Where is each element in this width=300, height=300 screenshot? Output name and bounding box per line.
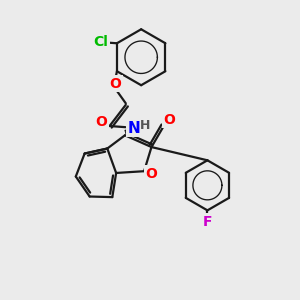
Text: O: O <box>163 113 175 127</box>
Text: H: H <box>140 119 150 132</box>
Text: O: O <box>146 167 158 181</box>
Text: N: N <box>128 121 140 136</box>
Text: F: F <box>203 214 212 229</box>
Text: O: O <box>96 116 108 130</box>
Text: O: O <box>110 76 122 91</box>
Text: Cl: Cl <box>93 35 108 49</box>
